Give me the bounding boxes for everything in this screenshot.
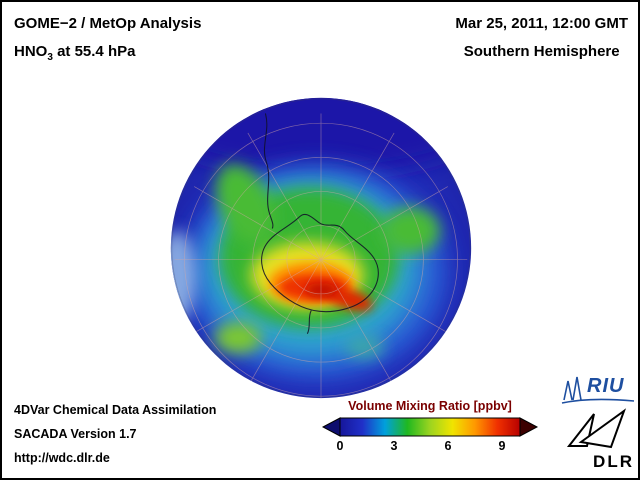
product-name: HNO — [14, 42, 48, 60]
tick-6: 6 — [444, 439, 452, 453]
riu-cathedral-icon — [561, 376, 635, 404]
footer-credits: 4DVar Chemical Data Assimilation SACADA … — [14, 398, 216, 470]
colorbar-arrow-right — [519, 417, 538, 437]
assimilation-label: 4DVar Chemical Data Assimilation — [14, 403, 217, 417]
tick-9: 9 — [498, 439, 506, 453]
header-left: GOME−2 / MetOp Analysis HNO3 at 55.4 hPa — [14, 10, 201, 67]
riu-logo-text: RIU — [587, 375, 625, 397]
dlr-logo: DLR — [564, 408, 636, 472]
product-subtitle: HNO3 at 55.4 hPa — [14, 38, 201, 68]
dlr-logo-text: DLR — [593, 452, 634, 471]
colorbar-tick-labels: 0 3 6 9 — [322, 439, 538, 455]
page-title: GOME−2 / MetOp Analysis — [14, 15, 202, 32]
region-label: Southern Hemisphere — [463, 42, 620, 60]
graticule — [174, 113, 468, 399]
colorbar-block: Volume Mixing Ratio [ppbv] 0 3 6 9 — [322, 399, 538, 455]
datetime-label: Mar 25, 2011, 12:00 GMT — [455, 15, 628, 32]
tick-3: 3 — [390, 439, 398, 453]
tick-0: 0 — [336, 439, 344, 453]
url-label: http://wdc.dlr.de — [14, 451, 110, 465]
colorbar — [322, 417, 538, 437]
colorbar-title: Volume Mixing Ratio [ppbv] — [348, 399, 512, 413]
globe-graphic — [170, 97, 472, 399]
dlr-swoosh-icon — [566, 408, 627, 449]
hemisphere-map — [165, 92, 477, 404]
product-level: at 55.4 hPa — [52, 42, 136, 60]
coastlines — [261, 113, 379, 335]
colorbar-arrow-left — [322, 417, 341, 437]
header-right: Mar 25, 2011, 12:00 GMT Southern Hemisph… — [455, 10, 628, 66]
product-subscript: 3 — [47, 51, 53, 63]
version-label: SACADA Version 1.7 — [14, 427, 137, 441]
riu-logo: RIU — [560, 374, 638, 406]
colorbar-gradient — [339, 417, 521, 437]
